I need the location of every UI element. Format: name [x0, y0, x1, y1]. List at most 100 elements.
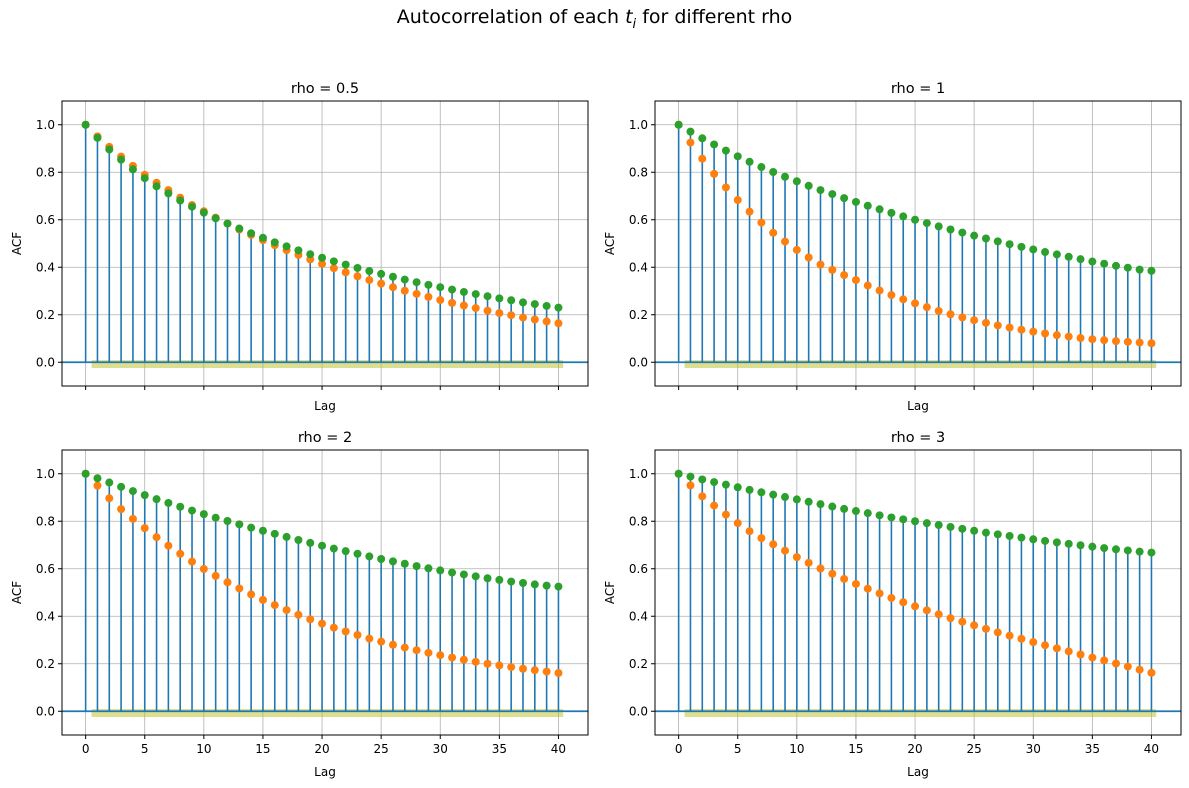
acf-panel-1: 0.0 0.2 0.4 0.6 0.8 1.0 rho = 0.5 Lag ACF	[10, 81, 589, 413]
marker-series-a	[1135, 665, 1144, 674]
y-tick-label: 1.0	[629, 118, 648, 132]
marker-series-a	[211, 571, 220, 580]
x-tick-label: 5	[141, 742, 149, 756]
marker-series-a	[530, 666, 539, 675]
marker-series-b	[816, 186, 825, 195]
marker-series-b	[518, 579, 527, 587]
marker-series-b	[93, 133, 102, 142]
x-tick-label: 20	[314, 742, 329, 756]
y-axis-label: ACF	[603, 232, 617, 255]
marker-series-a	[448, 653, 457, 662]
marker-series-a	[554, 319, 563, 328]
marker-series-b	[140, 174, 149, 183]
y-tick-label: 1.0	[36, 467, 55, 481]
y-axis-label: ACF	[10, 581, 24, 604]
marker-series-a	[698, 492, 707, 501]
marker-series-b	[1123, 263, 1132, 272]
marker-series-b	[483, 574, 492, 583]
marker-series-b	[1135, 265, 1144, 274]
marker-series-b	[792, 495, 801, 504]
marker-series-b	[282, 532, 291, 541]
marker-series-b	[448, 285, 457, 294]
marker-series-a	[946, 310, 955, 319]
marker-series-b	[388, 272, 397, 281]
marker-series-b	[329, 544, 338, 553]
marker-series-a	[911, 299, 920, 308]
marker-series-a	[721, 510, 730, 519]
y-tick-label: 0.4	[629, 609, 648, 623]
marker-series-b	[518, 298, 527, 307]
marker-series-a	[710, 169, 719, 178]
marker-series-b	[1100, 259, 1109, 268]
marker-series-b	[436, 566, 445, 575]
marker-series-a	[164, 541, 173, 550]
marker-series-a	[1123, 662, 1132, 671]
marker-series-a	[459, 301, 468, 310]
marker-series-b	[176, 502, 185, 511]
marker-series-b	[81, 120, 90, 129]
marker-series-a	[424, 292, 433, 301]
x-tick-label: 15	[255, 742, 270, 756]
marker-series-b	[1123, 546, 1132, 555]
y-tick-label: 0.6	[629, 213, 648, 227]
marker-series-b	[81, 469, 90, 478]
marker-series-a	[329, 623, 338, 632]
marker-series-b	[804, 497, 813, 506]
marker-series-b	[1076, 541, 1085, 550]
marker-series-a	[294, 610, 303, 619]
marker-series-a	[436, 296, 445, 305]
marker-series-b	[710, 140, 719, 149]
marker-series-b	[388, 557, 397, 566]
marker-series-b	[911, 517, 920, 526]
axes-frame	[61, 100, 589, 387]
marker-series-a	[970, 621, 979, 630]
x-tick-label: 5	[734, 742, 742, 756]
y-tick-label: 0.8	[629, 514, 648, 528]
marker-series-b	[981, 234, 990, 243]
marker-series-b	[530, 300, 539, 309]
marker-series-a	[306, 615, 315, 624]
y-tick-label: 0.2	[36, 657, 55, 671]
marker-series-a	[911, 602, 920, 611]
marker-series-b	[459, 287, 468, 296]
marker-series-a	[1064, 332, 1073, 341]
marker-series-b	[721, 146, 730, 155]
marker-series-b	[247, 229, 256, 238]
x-tick-label: 40	[1144, 742, 1159, 756]
x-tick-label: 30	[1026, 742, 1041, 756]
marker-series-a	[745, 207, 754, 216]
marker-series-a	[816, 260, 825, 269]
marker-series-b	[887, 513, 896, 522]
marker-series-b	[698, 134, 707, 143]
marker-series-a	[863, 281, 872, 290]
confidence-band	[684, 709, 1157, 717]
marker-series-b	[530, 580, 539, 589]
marker-series-a	[105, 494, 114, 503]
marker-series-a	[507, 663, 516, 672]
marker-series-b	[495, 575, 504, 584]
marker-series-a	[804, 558, 813, 567]
marker-series-b	[745, 157, 754, 166]
marker-series-a	[412, 646, 421, 655]
marker-series-a	[223, 578, 232, 587]
marker-series-a	[199, 564, 208, 573]
marker-series-b	[471, 290, 480, 299]
marker-series-b	[199, 510, 208, 519]
marker-series-b	[542, 301, 551, 310]
marker-series-b	[495, 294, 504, 303]
marker-series-a	[757, 534, 766, 543]
marker-series-a	[483, 659, 492, 668]
marker-series-a	[1041, 329, 1050, 338]
marker-series-a	[958, 313, 967, 322]
panel-title: rho = 0.5	[291, 81, 359, 97]
marker-series-b	[863, 201, 872, 210]
marker-series-a	[993, 321, 1002, 330]
x-axis-label: Lag	[907, 399, 929, 413]
figure-title-subscript: i	[632, 16, 637, 32]
marker-series-b	[128, 487, 137, 496]
marker-series-b	[1100, 544, 1109, 553]
marker-series-b	[981, 528, 990, 537]
x-tick-label: 35	[492, 742, 507, 756]
marker-series-b	[294, 246, 303, 255]
marker-series-b	[377, 555, 386, 564]
